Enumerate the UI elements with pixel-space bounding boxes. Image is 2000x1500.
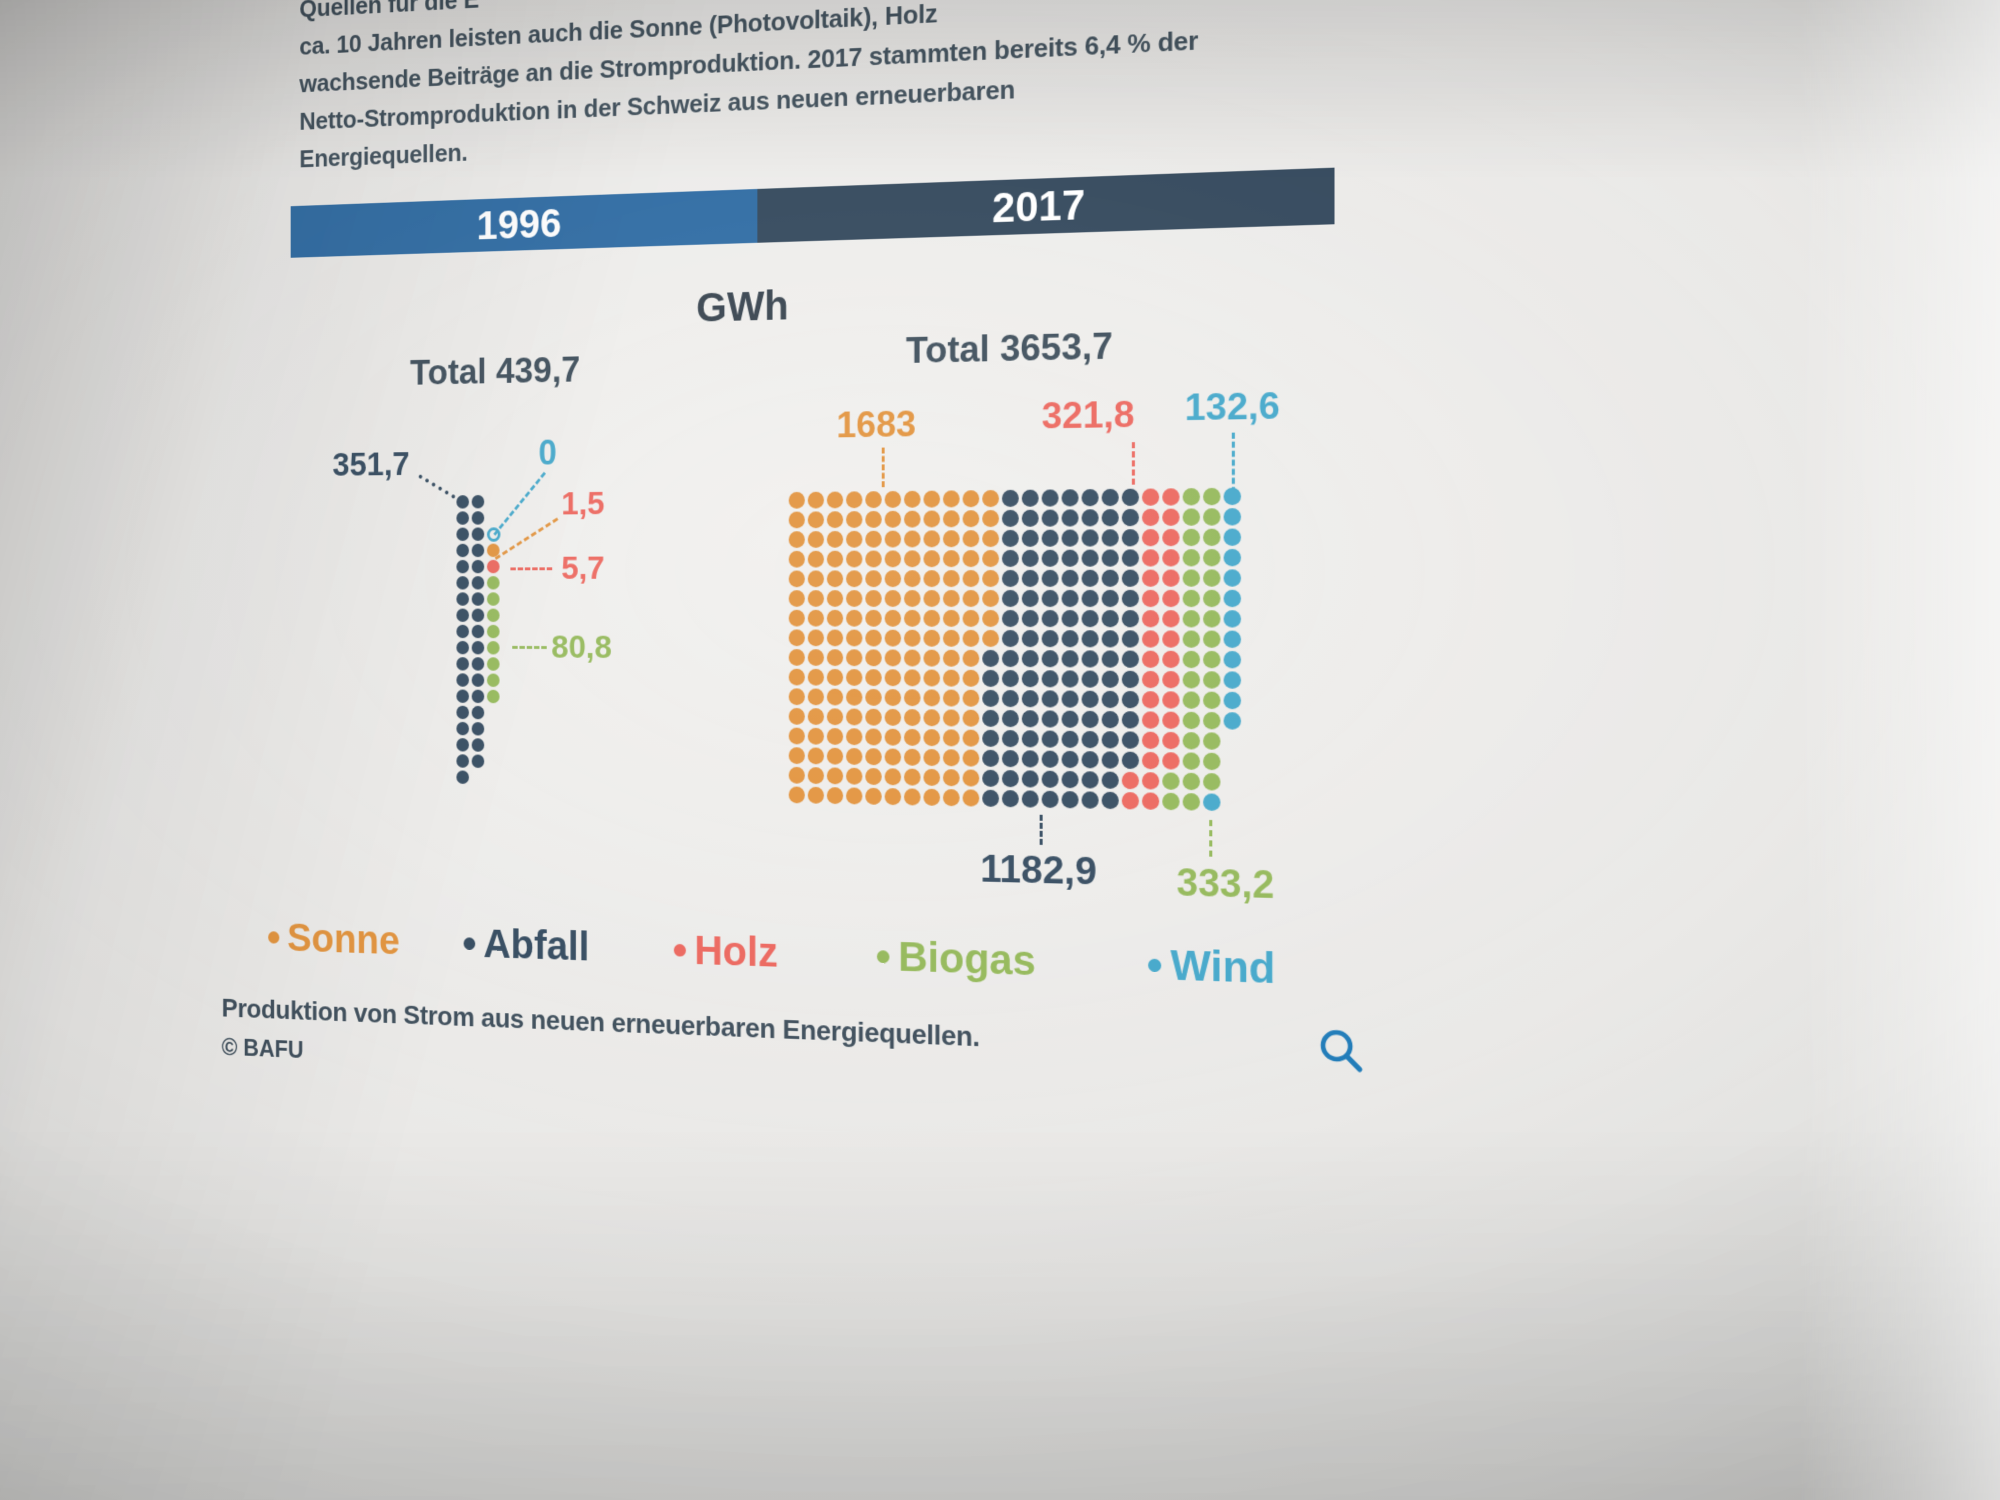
legend-item-sonne: Sonne <box>268 914 400 963</box>
chart-caption: Produktion von Strom aus neuen erneuerba… <box>221 993 980 1053</box>
leader-biogas-1996 <box>512 645 547 649</box>
legend-item-abfall: Abfall <box>463 920 590 970</box>
tab-2017-label: 2017 <box>992 180 1086 231</box>
unit-label: GWh <box>696 282 789 331</box>
value-label-wind-1996: 0 <box>538 432 557 473</box>
year-tabs: 1996 2017 <box>290 167 1335 258</box>
legend-bullet-biogas <box>876 949 890 963</box>
legend-bullet-abfall <box>463 936 476 950</box>
legend-bullet-holz <box>673 943 686 957</box>
total-2017: Total 3653,7 <box>905 325 1113 371</box>
tab-1996-label: 1996 <box>476 199 562 248</box>
leader-holz-1996 <box>510 567 553 571</box>
leader-wind-2017 <box>1231 432 1235 503</box>
copyright: © BAFU <box>221 1034 304 1064</box>
value-label-holz-2017: 321,8 <box>1041 393 1135 437</box>
legend-item-holz: Holz <box>673 926 778 976</box>
tab-2017[interactable]: 2017 <box>757 167 1335 243</box>
waffle-2017 <box>788 487 1255 820</box>
leader-biogas-2017 <box>1209 819 1213 857</box>
leader-holz-2017 <box>1131 442 1135 485</box>
legend-label-sonne: Sonne <box>287 914 400 963</box>
legend-item-wind: Wind <box>1148 940 1275 993</box>
legend-bullet-sonne <box>268 930 280 944</box>
leader-sonne-2017 <box>881 447 885 488</box>
screen-content: Quellen für die E ca. 10 Jahren leisten … <box>76 0 2000 1500</box>
legend-label-holz: Holz <box>694 926 778 976</box>
legend-label-abfall: Abfall <box>483 920 590 970</box>
value-label-biogas-1996: 80,8 <box>551 628 612 666</box>
legend-item-biogas: Biogas <box>876 932 1036 985</box>
value-label-wind-2017: 132,6 <box>1184 384 1280 429</box>
value-label-holz-1996: 5,7 <box>561 549 605 587</box>
value-label-abfall-1996: 351,7 <box>332 445 410 484</box>
intro-text: Quellen für die E ca. 10 Jahren leisten … <box>299 0 1509 178</box>
value-label-biogas-2017: 333,2 <box>1176 862 1275 908</box>
leader-abfall-2017 <box>1039 814 1043 845</box>
leader-abfall-1996 <box>418 474 463 504</box>
total-1996: Total 439,7 <box>410 349 581 393</box>
zoom-icon[interactable] <box>1317 1026 1365 1075</box>
value-label-sonne-1996: 1,5 <box>561 485 605 523</box>
value-label-sonne-2017: 1683 <box>836 403 916 446</box>
legend-bullet-wind <box>1148 958 1162 972</box>
legend-label-wind: Wind <box>1170 941 1276 993</box>
value-label-abfall-2017: 1182,9 <box>980 847 1097 894</box>
legend-label-biogas: Biogas <box>898 932 1036 985</box>
waffle-1996 <box>456 494 519 792</box>
tab-1996[interactable]: 1996 <box>290 188 758 258</box>
